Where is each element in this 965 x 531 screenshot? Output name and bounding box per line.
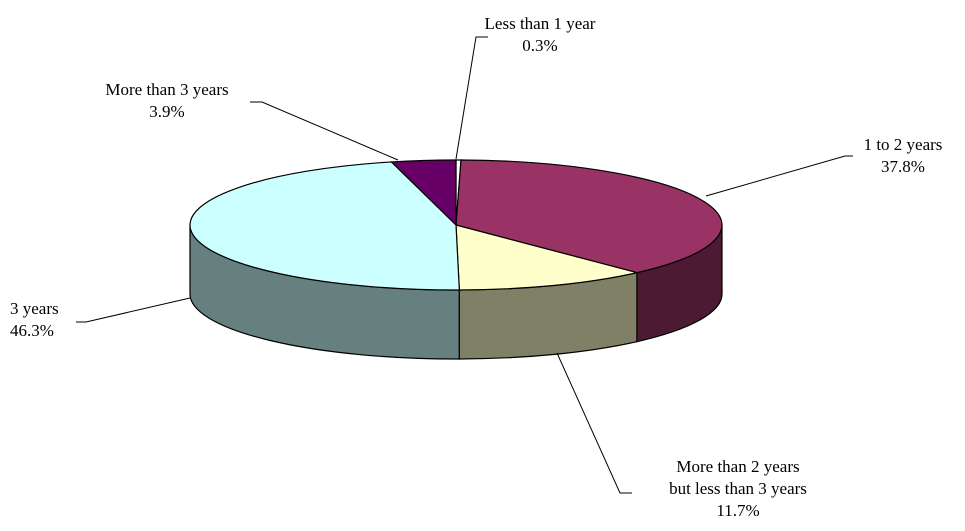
slice-labels: Less than 1 year 0.3% 1 to 2 years 37.8% Mor… [10, 14, 942, 520]
leader-line-less-than-1-year [455, 36, 488, 160]
leader-line-1-to-2-years [705, 155, 853, 197]
leader-line-more-than-3-years [250, 101, 399, 161]
category-label-3-years: 3 years [10, 299, 59, 318]
category-label-more-than-2-years-but-less-than-3-years: More than 2 years [676, 457, 799, 476]
slice-more-than-2-years-but-less-than-3-years [455, 224, 638, 291]
slice-1-to-2-years [455, 159, 723, 274]
pie-side-walls [189, 224, 723, 360]
slice-3-years [189, 161, 460, 291]
value-label-more-than-3-years: 3.9% [149, 102, 184, 121]
slice-more-than-3-years [390, 159, 457, 227]
category-label-less-than-1-year: Less than 1 year [485, 14, 596, 33]
category-label-more-than-3-years: More than 3 years [105, 80, 228, 99]
value-label-1-to-2-years: 37.8% [881, 157, 925, 176]
leader-line-more-than-2-years-but-less-than-3-years [556, 352, 632, 494]
leader-line-3-years [76, 297, 191, 323]
label-leader-lines [76, 36, 853, 494]
pie-top-faces [189, 159, 723, 291]
category-label-1-to-2-years: 1 to 2 years [864, 135, 943, 154]
value-label-3-years: 46.3% [10, 321, 54, 340]
value-label-less-than-1-year: 0.3% [522, 36, 557, 55]
value-label-more-than-2-years-but-less-than-3-years: 11.7% [716, 501, 759, 520]
category-label-more-than-2-years-but-less-than-3-years: but less than 3 years [669, 479, 807, 498]
